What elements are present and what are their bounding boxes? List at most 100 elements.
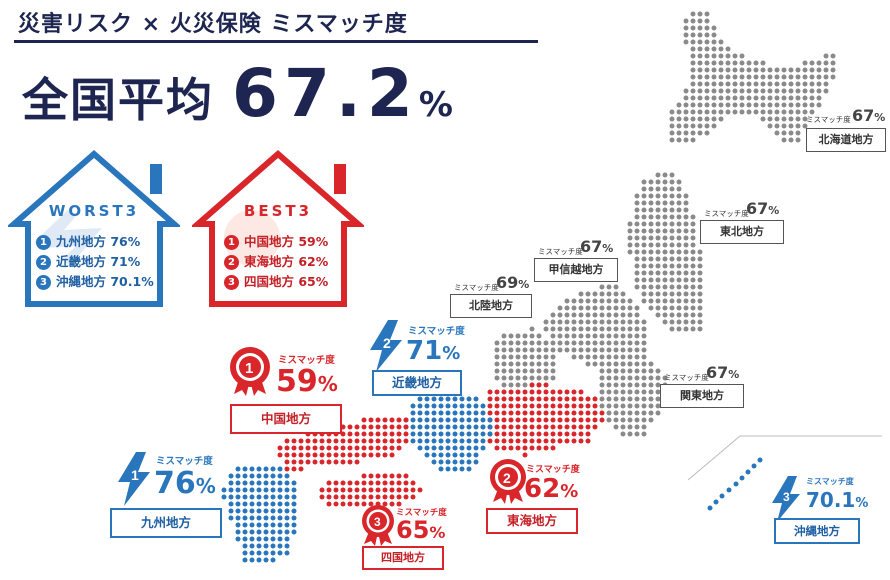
map-dot-hokuriku xyxy=(494,340,500,346)
map-dot-koshinetsu xyxy=(613,298,619,304)
map-dot-hokuriku xyxy=(536,340,542,346)
map-dot-tohoku xyxy=(648,263,654,269)
map-dot-tohoku xyxy=(683,284,689,290)
map-dot-hokkaido xyxy=(718,88,724,94)
map-dot-tohoku xyxy=(690,235,696,241)
map-dot-kyushu xyxy=(270,487,276,493)
map-dot-hokkaido xyxy=(753,81,759,87)
map-dot-tokai xyxy=(543,410,549,416)
map-dot-chugoku xyxy=(284,438,290,444)
map-dot-shikoku xyxy=(361,494,367,500)
map-dot-kyushu xyxy=(284,543,290,549)
map-dot-kanto xyxy=(641,410,647,416)
map-dot-hokuriku xyxy=(501,333,507,339)
map-dot-tohoku xyxy=(683,256,689,262)
map-dot-hokkaido xyxy=(697,46,703,52)
map-dot-tohoku xyxy=(662,284,668,290)
map-dot-kyushu xyxy=(242,494,248,500)
map-dot-tohoku xyxy=(641,179,647,185)
map-dot-tokai xyxy=(557,417,563,423)
map-dot-hokuriku xyxy=(522,368,528,374)
map-dot-kinki xyxy=(438,396,444,402)
map-dot-hokkaido xyxy=(704,32,710,38)
map-dot-tokai xyxy=(592,403,598,409)
map-dot-tohoku xyxy=(690,298,696,304)
map-dot-kyushu xyxy=(242,557,248,563)
map-dot-tohoku xyxy=(634,235,640,241)
map-dot-tohoku xyxy=(697,326,703,332)
map-dot-hokuriku xyxy=(522,354,528,360)
map-dot-chugoku xyxy=(375,452,381,458)
map-dot-tokai xyxy=(522,396,528,402)
map-dot-kanto xyxy=(634,424,640,430)
map-dot-hokkaido xyxy=(739,67,745,73)
map-dot-kinki xyxy=(424,452,430,458)
map-dot-hokkaido xyxy=(753,67,759,73)
map-dot-hokkaido xyxy=(767,67,773,73)
map-dot-kanto xyxy=(627,410,633,416)
map-dot-tohoku xyxy=(648,249,654,255)
map-dot-kanto xyxy=(613,410,619,416)
map-dot-kinki xyxy=(438,459,444,465)
map-dot-tokai xyxy=(592,396,598,402)
map-dot-koshinetsu xyxy=(634,347,640,353)
map-dot-hokkaido xyxy=(767,123,773,129)
map-dot-koshinetsu xyxy=(550,319,556,325)
map-dot-chugoku xyxy=(284,445,290,451)
map-dot-kinki xyxy=(410,424,416,430)
value-unit: % xyxy=(429,523,446,542)
map-dot-kinki xyxy=(452,466,458,472)
map-dot-shikoku xyxy=(403,494,409,500)
map-dot-kyushu xyxy=(291,487,297,493)
map-dot-tohoku xyxy=(662,305,668,311)
best3-item: 2 東海地方 62% xyxy=(224,252,328,272)
map-dot-tohoku xyxy=(690,249,696,255)
region-name-box: 近畿地方 xyxy=(372,370,462,396)
map-dot-tohoku xyxy=(676,284,682,290)
map-dot-tohoku xyxy=(655,270,661,276)
map-dot-koshinetsu xyxy=(606,333,612,339)
map-dot-tokai xyxy=(550,396,556,402)
map-dot-tokai xyxy=(543,445,549,451)
map-dot-kyushu xyxy=(263,494,269,500)
map-dot-kinki xyxy=(480,417,486,423)
map-dot-hokkaido xyxy=(732,60,738,66)
map-dot-koshinetsu xyxy=(613,305,619,311)
map-dot-shikoku xyxy=(326,487,332,493)
map-dot-chugoku xyxy=(368,417,374,423)
map-dot-hokkaido xyxy=(774,116,780,122)
map-dot-shikoku xyxy=(326,480,332,486)
map-dot-tokai xyxy=(564,403,570,409)
map-dot-kyushu xyxy=(249,529,255,535)
map-dot-tohoku xyxy=(662,277,668,283)
map-dot-chugoku xyxy=(396,438,402,444)
map-dot-hokkaido xyxy=(781,123,787,129)
map-dot-hokkaido xyxy=(795,123,801,129)
map-dot-kyushu xyxy=(270,508,276,514)
map-dot-tokai xyxy=(522,445,528,451)
map-dot-kinki xyxy=(445,445,451,451)
map-dot-kinki xyxy=(417,445,423,451)
map-dot-kanto xyxy=(620,417,626,423)
map-dot-hokkaido xyxy=(704,25,710,31)
map-dot-kyushu xyxy=(263,529,269,535)
map-dot-kinki xyxy=(466,466,472,472)
map-dot-kyushu xyxy=(277,536,283,542)
map-dot-kyushu xyxy=(263,550,269,556)
map-dot-hokkaido xyxy=(690,109,696,115)
map-dot-kanto xyxy=(620,368,626,374)
map-dot-hokkaido xyxy=(816,60,822,66)
mismatch-label: ミスマッチ度 xyxy=(538,247,583,256)
map-dot-chugoku xyxy=(403,424,409,430)
map-dot-hokkaido xyxy=(690,74,696,80)
map-dot-hokkaido xyxy=(746,109,752,115)
map-dot-kanto xyxy=(627,368,633,374)
map-dot-hokkaido xyxy=(718,46,724,52)
map-dot-kanto xyxy=(648,410,654,416)
map-dot-tohoku xyxy=(627,235,633,241)
map-dot-tokai xyxy=(522,417,528,423)
map-dot-hokkaido xyxy=(690,123,696,129)
map-dot-shikoku xyxy=(389,494,395,500)
map-dot-koshinetsu xyxy=(557,305,563,311)
map-dot-tohoku xyxy=(683,249,689,255)
